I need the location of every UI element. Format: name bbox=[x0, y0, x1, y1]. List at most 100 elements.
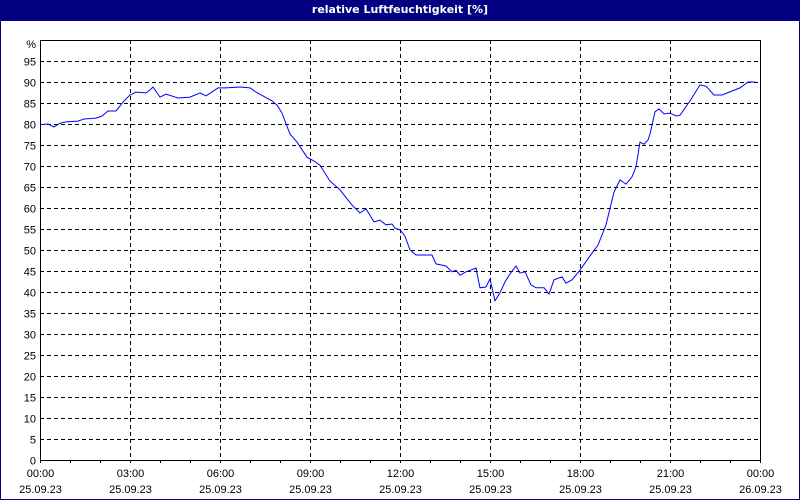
y-tick-label: 5 bbox=[30, 435, 36, 447]
data-point bbox=[639, 141, 640, 142]
y-tick-label: 70 bbox=[24, 162, 36, 174]
data-point bbox=[123, 100, 124, 101]
data-point bbox=[739, 87, 740, 88]
x-tick-date: 25.09.23 bbox=[379, 484, 422, 496]
data-point bbox=[339, 189, 340, 190]
x-tick-time: 06:00 bbox=[207, 468, 235, 480]
y-tick-label: 60 bbox=[24, 204, 36, 216]
y-tick-label: 85 bbox=[24, 99, 36, 111]
y-tick-label: 55 bbox=[24, 225, 36, 237]
data-point bbox=[65, 121, 66, 122]
y-tick-label: 45 bbox=[24, 267, 36, 279]
data-point bbox=[635, 166, 636, 167]
tick-labels: 95908580757065605550454035302520151050%0… bbox=[19, 39, 782, 496]
data-point bbox=[59, 123, 60, 124]
data-point bbox=[255, 91, 256, 92]
data-point bbox=[399, 229, 400, 230]
y-tick-label: 90 bbox=[24, 78, 36, 90]
data-point bbox=[699, 84, 700, 85]
plot-border bbox=[40, 40, 761, 461]
data-point bbox=[205, 95, 206, 96]
y-tick-label: 75 bbox=[24, 141, 36, 153]
data-point bbox=[509, 273, 510, 274]
data-point bbox=[83, 118, 84, 119]
x-tick-date: 25.09.23 bbox=[559, 484, 602, 496]
data-point bbox=[135, 91, 136, 92]
data-point bbox=[404, 236, 405, 237]
data-point bbox=[129, 94, 130, 95]
data-point bbox=[95, 118, 96, 119]
data-point bbox=[145, 92, 146, 93]
data-point bbox=[675, 115, 676, 116]
data-point bbox=[373, 221, 374, 222]
data-point bbox=[409, 249, 410, 250]
data-point bbox=[445, 265, 446, 266]
x-tick-time: 21:00 bbox=[657, 468, 685, 480]
data-point bbox=[625, 183, 626, 184]
data-point bbox=[721, 94, 722, 95]
series bbox=[39, 81, 755, 303]
data-point bbox=[379, 220, 380, 221]
data-point bbox=[319, 165, 320, 166]
data-point bbox=[713, 94, 714, 95]
data-point bbox=[589, 255, 590, 256]
data-point bbox=[679, 115, 680, 116]
data-point bbox=[107, 110, 108, 111]
x-tick-date: 25.09.23 bbox=[649, 484, 692, 496]
data-point bbox=[669, 112, 670, 113]
x-tick-date: 25.09.23 bbox=[19, 484, 62, 496]
data-point bbox=[385, 224, 386, 225]
data-point bbox=[747, 81, 748, 82]
y-tick-label: 10 bbox=[24, 414, 36, 426]
data-point bbox=[565, 283, 566, 284]
data-point bbox=[475, 267, 476, 268]
data-point bbox=[329, 181, 330, 182]
data-point bbox=[459, 275, 460, 276]
data-point bbox=[504, 281, 505, 282]
data-point bbox=[489, 278, 490, 279]
data-point bbox=[152, 86, 153, 87]
data-point bbox=[217, 87, 218, 88]
data-point bbox=[613, 191, 614, 192]
y-tick-label: 95 bbox=[24, 57, 36, 69]
data-point bbox=[249, 87, 250, 88]
data-point bbox=[431, 254, 432, 255]
data-point bbox=[619, 179, 620, 180]
data-point bbox=[658, 108, 659, 109]
x-tick-date: 25.09.23 bbox=[109, 484, 152, 496]
data-point bbox=[394, 228, 395, 229]
data-point bbox=[435, 263, 436, 264]
data-point bbox=[289, 133, 290, 134]
data-point bbox=[631, 176, 632, 177]
data-point bbox=[485, 286, 486, 287]
x-tick-date: 26.09.23 bbox=[739, 484, 782, 496]
data-point bbox=[276, 105, 277, 106]
y-tick-label: 15 bbox=[24, 393, 36, 405]
data-point bbox=[39, 124, 40, 125]
data-point bbox=[597, 244, 598, 245]
data-point bbox=[543, 287, 544, 288]
x-tick-time: 18:00 bbox=[567, 468, 595, 480]
data-point bbox=[530, 284, 531, 285]
y-tick-label: 25 bbox=[24, 351, 36, 363]
data-point bbox=[189, 97, 190, 98]
data-point bbox=[199, 92, 200, 93]
data-point bbox=[313, 160, 314, 161]
data-point bbox=[643, 144, 644, 145]
chart-title: relative Luftfeuchtigkeit [%] bbox=[1, 1, 799, 21]
data-point bbox=[465, 271, 466, 272]
data-point bbox=[754, 81, 755, 82]
x-tick-date: 25.09.23 bbox=[199, 484, 242, 496]
x-tick-time: 15:00 bbox=[477, 468, 505, 480]
data-point bbox=[115, 110, 116, 111]
data-point bbox=[654, 111, 655, 112]
data-point bbox=[77, 120, 78, 121]
data-point bbox=[705, 86, 706, 87]
axes bbox=[40, 40, 761, 463]
data-point bbox=[159, 97, 160, 98]
y-tick-label: 30 bbox=[24, 330, 36, 342]
x-tick-time: 09:00 bbox=[297, 468, 325, 480]
data-point bbox=[296, 141, 297, 142]
